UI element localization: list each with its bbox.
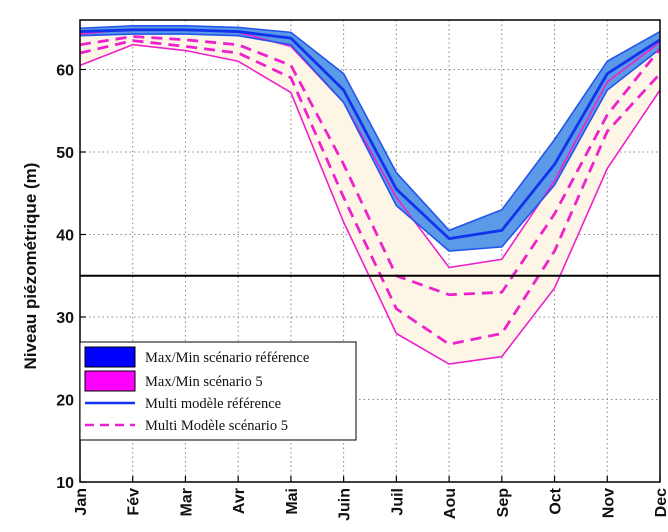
series-line: [79, 28, 661, 241]
legend-label-ref-band: Max/Min scénario référence: [145, 350, 309, 366]
band-fill: [80, 29, 660, 365]
y-tick-label: 40: [56, 228, 74, 245]
x-tick-label: Fév: [126, 488, 143, 516]
legend-swatch-s5-band: [84, 370, 136, 392]
legend-label-s5-band: Max/Min scénario 5: [145, 374, 263, 390]
bands: [79, 24, 661, 365]
x-tick-label: Nov: [600, 488, 617, 518]
band-edge-upper: [79, 24, 661, 232]
legend: Max/Min scénario référence Max/Min scéna…: [79, 341, 357, 441]
y-tick-label: 60: [56, 63, 74, 80]
legend-label-s5-line: Multi Modèle scénario 5: [145, 418, 288, 434]
x-tick-label: Mar: [178, 488, 195, 516]
x-tick-label: Aou: [442, 488, 459, 519]
x-tick-label: Mai: [284, 488, 301, 515]
series-line-dashed: [79, 35, 662, 297]
x-tick-label: Juin: [337, 488, 354, 521]
legend-swatch-ref-band: [84, 346, 136, 368]
series-line-dashed: [79, 39, 662, 346]
y-tick-label: 50: [56, 145, 74, 162]
x-ticks: Jan Fév Mar Avr Mai Juin Juil Aou Sep Oct Nov Dec: [73, 476, 668, 521]
x-tick-label: Jan: [73, 488, 90, 516]
y-axis-label: Niveau piézométrique (m): [21, 163, 40, 370]
y-tick-label: 20: [56, 393, 74, 410]
x-tick-label: Dec: [653, 488, 668, 517]
legend-label-ref-line: Multi modèle référence: [145, 396, 281, 412]
y-tick-label: 10: [56, 475, 74, 492]
x-tick-label: Oct: [548, 487, 565, 514]
band-edge-lower: [79, 43, 661, 365]
y-ticks: 10 20 30 40 50 60: [56, 63, 86, 492]
x-tick-label: Avr: [231, 488, 248, 514]
band-edge-lower: [79, 33, 661, 252]
x-tick-label: Juil: [389, 488, 406, 516]
y-tick-label: 30: [56, 310, 74, 327]
lines: [79, 28, 662, 346]
x-tick-label: Sep: [495, 488, 512, 518]
plot-frame: [79, 19, 661, 483]
